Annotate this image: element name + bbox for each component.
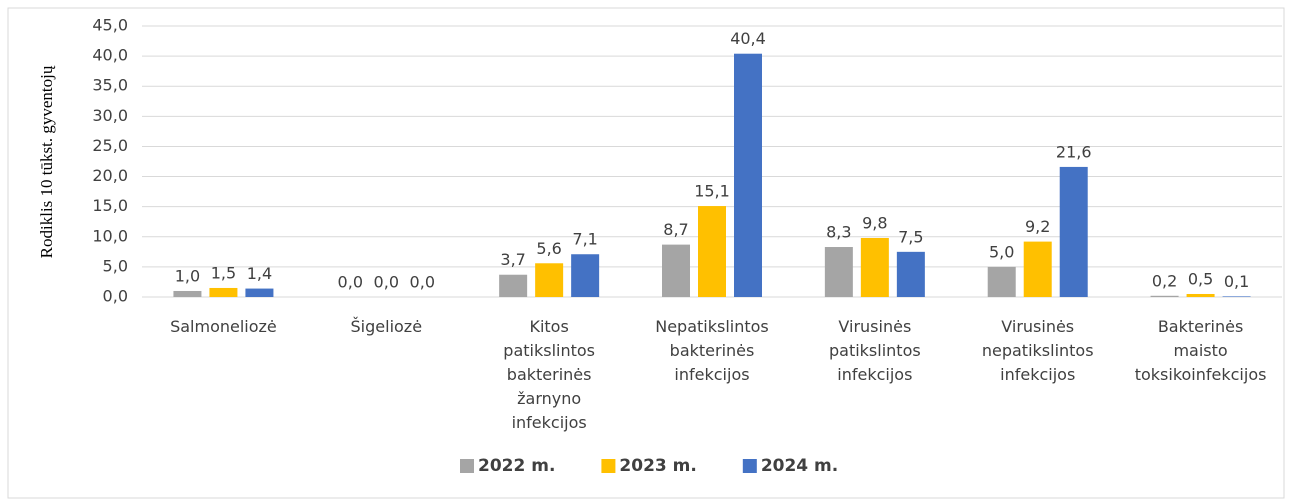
value-label: 1,4 xyxy=(247,264,272,283)
bar xyxy=(734,53,762,297)
value-label: 0,0 xyxy=(374,273,399,292)
value-label: 1,0 xyxy=(175,266,200,285)
y-tick-label: 25,0 xyxy=(92,136,128,155)
y-tick-label: 15,0 xyxy=(92,196,128,215)
bar xyxy=(662,244,690,297)
value-label: 40,4 xyxy=(730,29,766,48)
legend-swatch xyxy=(742,459,757,473)
value-label: 7,1 xyxy=(572,230,597,249)
bar xyxy=(245,288,274,297)
bar xyxy=(173,290,202,297)
legend-label: 2022 m. xyxy=(478,456,555,476)
bar xyxy=(860,237,889,297)
chart-border xyxy=(7,7,1285,499)
y-tick-label: 40,0 xyxy=(92,46,128,65)
x-tick-label: Virusinės nepatikslintos infekcijos xyxy=(982,317,1094,384)
bar xyxy=(824,247,853,297)
x-tick-label: Kitos patikslintos bakterinės žarnyno infekc… xyxy=(503,317,595,432)
legend-swatch xyxy=(460,459,474,473)
bar xyxy=(1059,166,1088,297)
bar xyxy=(209,287,238,297)
value-label: 0,1 xyxy=(1224,272,1249,291)
y-tick-label: 35,0 xyxy=(92,76,128,95)
y-axis-label: Rodiklis 10 tūkst. gyventojų xyxy=(37,65,56,258)
value-label: 5,6 xyxy=(536,239,561,258)
bar xyxy=(499,274,528,297)
bar xyxy=(896,251,925,297)
x-tick-label: Nepatikslintos bakterinės infekcijos xyxy=(655,317,769,384)
legend-swatch xyxy=(601,459,616,473)
y-tick-label: 10,0 xyxy=(92,226,128,245)
x-tick-label: Salmoneliozė xyxy=(170,317,277,336)
legend-label: 2023 m. xyxy=(619,456,696,476)
bar xyxy=(1023,241,1052,297)
legend-label: 2024 m. xyxy=(761,456,838,476)
x-tick-label: Šigeliozė xyxy=(351,317,423,336)
value-label: 0,0 xyxy=(410,273,435,292)
value-label: 5,0 xyxy=(989,242,1014,261)
value-label: 8,7 xyxy=(663,220,688,239)
value-label: 15,1 xyxy=(694,182,730,201)
bar xyxy=(1222,296,1251,297)
bar xyxy=(1150,295,1179,297)
value-label: 7,5 xyxy=(898,227,923,246)
x-tick-label: Bakterinės maisto toksikoinfekcijos xyxy=(1135,317,1267,384)
y-tick-label: 45,0 xyxy=(92,16,128,35)
bar xyxy=(987,266,1016,297)
y-tick-label: 30,0 xyxy=(92,106,128,125)
bar xyxy=(1186,293,1215,297)
bar xyxy=(571,254,600,297)
value-label: 9,2 xyxy=(1025,217,1050,236)
value-label: 0,2 xyxy=(1152,271,1177,290)
value-label: 9,8 xyxy=(862,213,887,232)
y-tick-label: 0,0 xyxy=(103,287,128,306)
value-label: 21,6 xyxy=(1056,142,1092,161)
value-label: 3,7 xyxy=(500,250,525,269)
value-label: 0,5 xyxy=(1188,269,1213,288)
y-tick-label: 5,0 xyxy=(103,256,128,275)
x-tick-label: Virusinės patikslintos infekcijos xyxy=(829,317,921,384)
value-label: 8,3 xyxy=(826,223,851,242)
value-label: 1,5 xyxy=(211,263,236,282)
bar xyxy=(698,206,726,297)
y-tick-label: 20,0 xyxy=(92,166,128,185)
bar xyxy=(535,263,564,297)
value-label: 0,0 xyxy=(338,273,363,292)
